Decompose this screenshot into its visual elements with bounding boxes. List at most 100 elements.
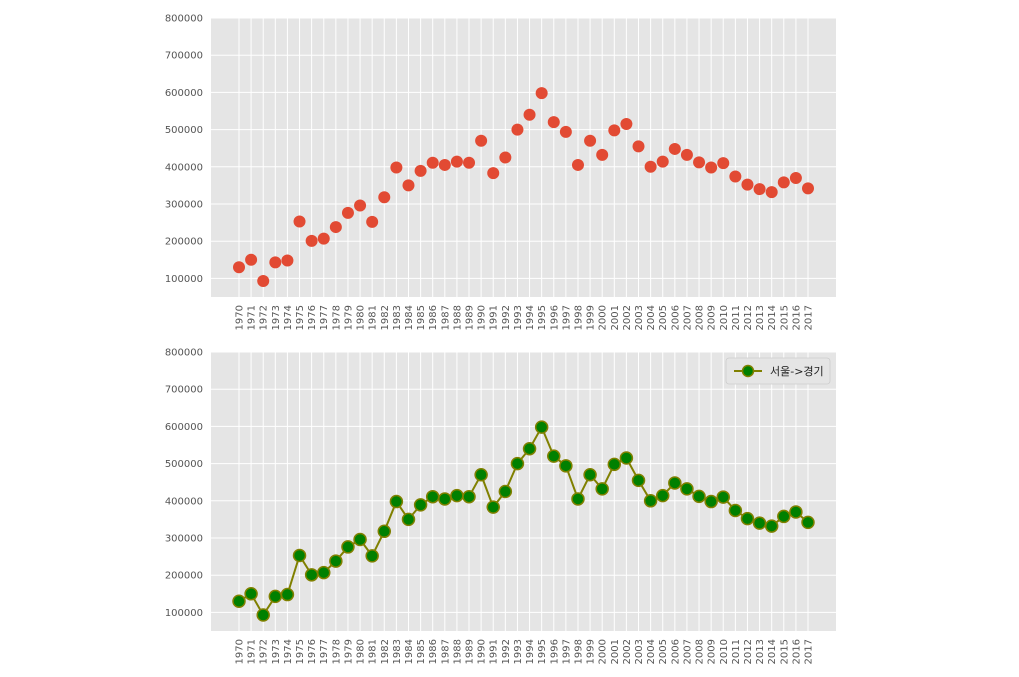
x-tick-label: 2005	[658, 639, 669, 664]
line-marker	[704, 494, 718, 509]
line-marker	[498, 484, 513, 499]
scatter-point	[329, 221, 342, 234]
scatter-point	[656, 155, 669, 168]
scatter-point	[269, 256, 282, 269]
x-tick-label: 2002	[622, 639, 633, 664]
scatter-point	[632, 140, 645, 153]
x-tick-label: 1992	[501, 639, 512, 664]
scatter-point	[366, 215, 379, 228]
scatter-point	[426, 156, 439, 169]
x-tick-label: 1994	[525, 305, 536, 330]
x-tick-label: 1984	[404, 305, 415, 330]
x-tick-label: 1995	[537, 639, 548, 664]
line-marker	[607, 457, 622, 472]
y-tick-label: 500000	[165, 459, 203, 470]
scatter-point	[402, 179, 415, 192]
line-marker	[547, 449, 561, 463]
legend-box	[725, 357, 831, 385]
x-tick-label: 1994	[525, 639, 536, 664]
x-tick-label: 1997	[561, 305, 572, 330]
y-tick-label: 500000	[165, 125, 203, 136]
line-marker	[280, 587, 295, 602]
line-marker	[789, 505, 803, 519]
scatter-point	[354, 199, 367, 212]
x-tick-label: 2016	[791, 639, 802, 664]
x-tick-label: 1980	[356, 639, 367, 664]
line-marker	[559, 459, 573, 473]
line-marker	[777, 509, 791, 524]
x-tick-label: 1973	[271, 305, 282, 330]
scatter-point	[777, 176, 790, 189]
x-tick-label: 1996	[549, 639, 560, 664]
x-tick-label: 2001	[610, 305, 621, 330]
x-tick-label: 1986	[428, 639, 439, 664]
x-tick-label: 1984	[404, 639, 415, 664]
line-marker	[583, 468, 597, 482]
y-tick-label: 400000	[165, 162, 203, 173]
scatter-point	[233, 261, 245, 274]
x-tick-label: 2004	[646, 639, 657, 664]
x-tick-label: 1993	[513, 639, 524, 664]
x-tick-label: 2008	[695, 305, 706, 330]
y-tick-label: 800000	[165, 14, 203, 25]
y-tick-label: 200000	[165, 237, 203, 248]
x-tick-label: 1979	[343, 305, 354, 330]
scatter-point	[257, 275, 270, 288]
scatter-point	[789, 171, 802, 184]
line-marker	[341, 540, 355, 554]
x-tick-label: 1999	[586, 305, 597, 330]
line-marker	[268, 589, 283, 604]
line-marker	[292, 548, 307, 563]
scatter-point	[487, 167, 500, 180]
x-tick-label: 1998	[573, 305, 584, 330]
y-tick-label: 100000	[165, 274, 203, 285]
x-tick-label: 1986	[428, 305, 439, 330]
scatter-point	[753, 183, 766, 196]
line-marker	[462, 489, 476, 504]
scatter-point	[668, 142, 681, 155]
y-tick-label: 300000	[165, 200, 203, 211]
x-tick-label: 1974	[283, 639, 294, 664]
scatter-point	[293, 215, 306, 228]
line-marker	[256, 608, 270, 622]
line-marker	[740, 511, 755, 526]
line-marker	[316, 565, 331, 580]
line-marker	[643, 494, 658, 508]
x-tick-label: 1975	[295, 305, 306, 330]
scatter-point	[281, 254, 294, 267]
line-marker	[304, 568, 319, 582]
scatter-point	[547, 116, 560, 129]
scatter-point	[729, 170, 742, 183]
line-marker	[413, 498, 428, 512]
x-tick-label: 1997	[561, 639, 572, 664]
x-tick-label: 1972	[259, 639, 270, 664]
scatter-point	[693, 156, 706, 169]
line-marker	[692, 489, 706, 504]
x-tick-label: 1988	[452, 639, 463, 664]
x-tick-label: 1977	[319, 639, 330, 664]
line-marker	[534, 420, 549, 434]
scatter-point	[596, 148, 609, 161]
scatter-point	[438, 158, 451, 171]
line-marker	[486, 500, 500, 514]
x-tick-label: 1995	[537, 305, 548, 330]
line-marker	[655, 488, 670, 503]
x-tick-label: 1982	[380, 305, 391, 330]
x-tick-label: 2006	[670, 639, 681, 664]
x-tick-label: 1993	[513, 305, 524, 330]
legend-label: 서울->경기	[770, 365, 824, 378]
x-tick-label: 1989	[465, 639, 476, 664]
scatter-point	[390, 161, 403, 174]
x-tick-label: 2016	[791, 305, 802, 330]
y-tick-label: 800000	[165, 348, 203, 359]
plot-area	[211, 18, 836, 297]
x-tick-label: 1981	[368, 639, 379, 664]
legend-marker	[741, 364, 755, 378]
x-tick-label: 2012	[743, 639, 754, 664]
plot-area	[211, 352, 836, 631]
line-marker	[619, 451, 634, 465]
line-marker	[450, 488, 464, 503]
x-tick-label: 2000	[598, 639, 609, 664]
scatter-point	[475, 134, 488, 147]
